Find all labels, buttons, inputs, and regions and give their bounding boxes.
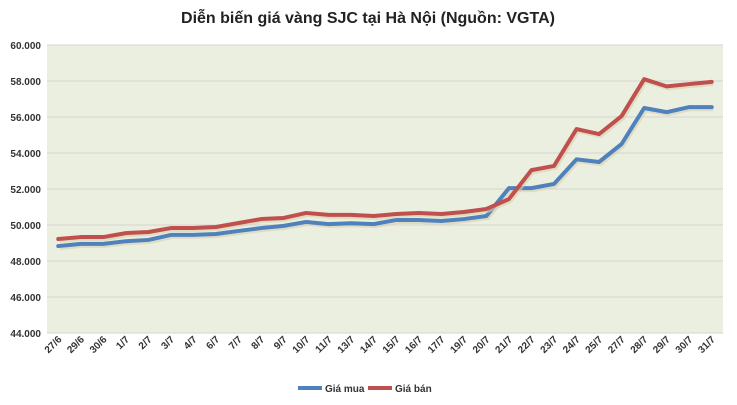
x-tick-label: 17/7 bbox=[426, 334, 448, 356]
y-tick-label: 48.000 bbox=[10, 257, 41, 268]
x-tick-label: 25/7 bbox=[584, 334, 606, 356]
x-tick-label: 1/7 bbox=[114, 334, 132, 352]
x-tick-label: 27/6 bbox=[43, 334, 65, 356]
x-tick-label: 4/7 bbox=[182, 334, 200, 352]
y-tick-label: 54.000 bbox=[10, 149, 41, 160]
y-tick-label: 50.000 bbox=[10, 221, 41, 232]
x-tick-label: 22/7 bbox=[516, 334, 538, 356]
series-line-0 bbox=[56, 105, 714, 249]
series-shadow bbox=[59, 107, 714, 251]
x-tick-label: 14/7 bbox=[358, 334, 380, 356]
y-tick-label: 60.000 bbox=[10, 41, 41, 52]
x-tick-label: 6/7 bbox=[205, 334, 223, 352]
x-tick-label: 3/7 bbox=[159, 334, 177, 352]
y-tick-label: 52.000 bbox=[10, 185, 41, 196]
legend-label: Giá bán bbox=[395, 384, 432, 395]
x-tick-label: 31/7 bbox=[696, 334, 718, 356]
x-tick-label: 15/7 bbox=[381, 334, 403, 356]
x-tick-label: 30/7 bbox=[674, 334, 696, 356]
chart-title: Diễn biến giá vàng SJC tại Hà Nội (Nguồn… bbox=[181, 8, 555, 27]
x-tick-label: 7/7 bbox=[227, 334, 245, 352]
y-tick-label: 56.000 bbox=[10, 113, 41, 124]
x-tick-label: 24/7 bbox=[561, 334, 583, 356]
x-tick-label: 10/7 bbox=[291, 334, 313, 356]
x-tick-label: 21/7 bbox=[494, 334, 516, 356]
x-tick-label: 28/7 bbox=[629, 334, 651, 356]
x-tick-label: 30/6 bbox=[88, 334, 110, 356]
x-tick-label: 9/7 bbox=[272, 334, 290, 352]
x-tick-label: 11/7 bbox=[314, 334, 335, 355]
x-tick-label: 13/7 bbox=[336, 334, 358, 356]
x-tick-label: 8/7 bbox=[250, 334, 268, 352]
x-tick-label: 27/7 bbox=[606, 334, 628, 356]
x-tick-label: 20/7 bbox=[471, 334, 493, 356]
x-tick-label: 29/6 bbox=[65, 334, 87, 356]
x-tick-label: 19/7 bbox=[448, 334, 470, 356]
x-tick-label: 16/7 bbox=[403, 334, 425, 356]
x-tick-label: 23/7 bbox=[539, 334, 561, 356]
y-tick-label: 58.000 bbox=[10, 77, 41, 88]
x-tick-label: 29/7 bbox=[651, 334, 673, 356]
series-shadow bbox=[59, 79, 714, 244]
y-tick-label: 46.000 bbox=[10, 293, 41, 304]
legend-label: Giá mua bbox=[325, 384, 365, 395]
x-tick-label: 2/7 bbox=[137, 334, 155, 352]
series-line-1 bbox=[56, 77, 714, 242]
y-tick-label: 44.000 bbox=[10, 329, 41, 340]
